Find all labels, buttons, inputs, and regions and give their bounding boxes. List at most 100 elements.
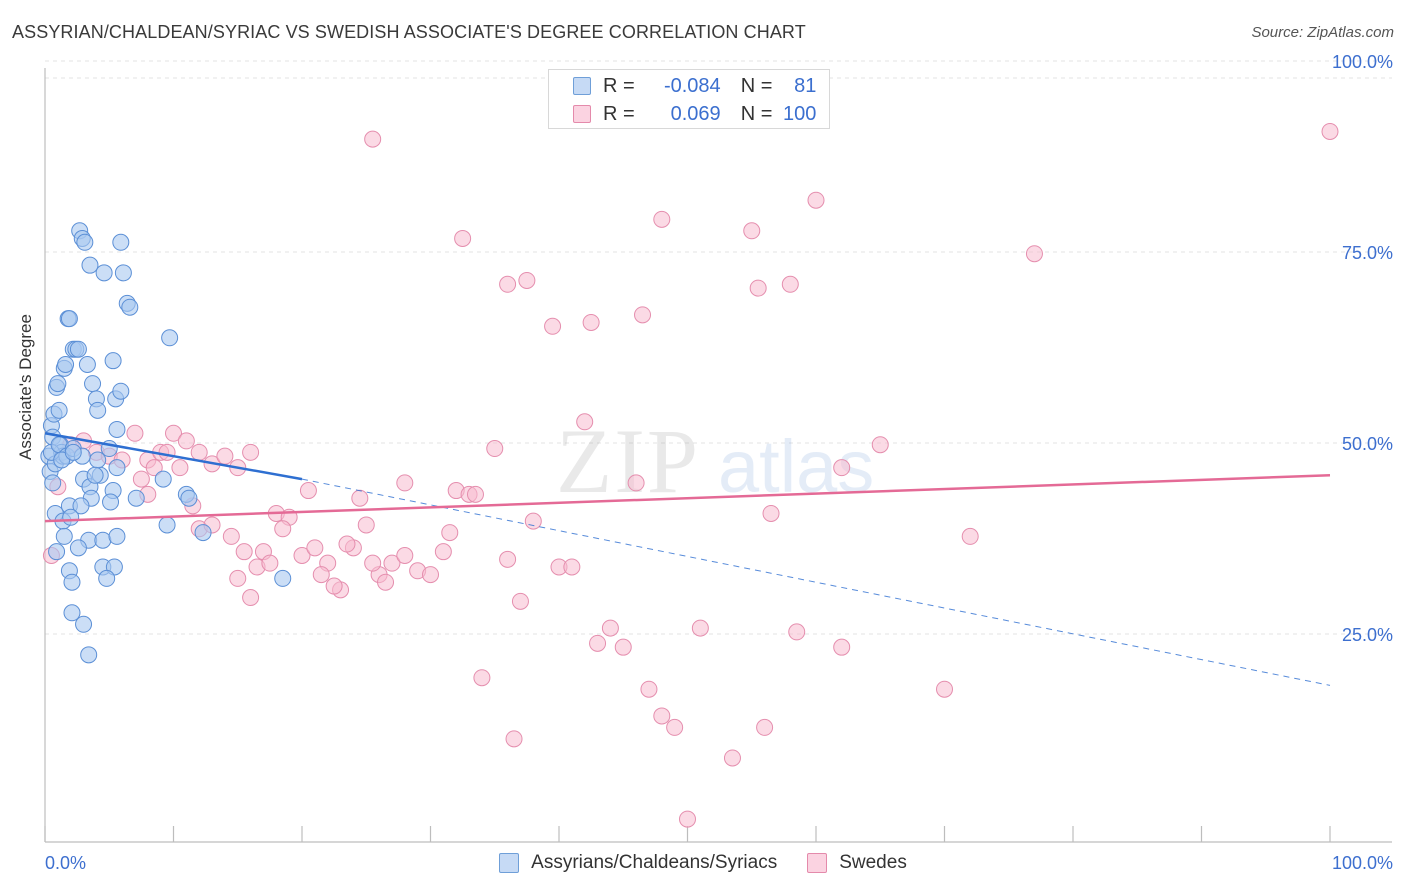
assyrian-point [62,508,80,526]
swedes-point [563,558,581,576]
legend-item-assyrian: Assyrians/Chaldeans/Syriacs [499,852,777,874]
assyrian-point [114,264,132,282]
legend-r-label: R = [603,74,635,97]
y-tick-label: 25.0% [1342,625,1393,645]
assyrian-point [108,420,126,438]
swedes-point [833,459,851,477]
swedes-point [422,566,439,584]
swedes-trend-line [44,474,1331,523]
legend-n-label: N = [740,74,773,97]
swedes-point [723,749,741,767]
assyrian-point [108,459,126,477]
y-tick-label: 75.0% [1342,243,1393,263]
legend-swatch-pink [807,853,828,873]
swedes-point [299,482,317,500]
swedes-points [42,122,1339,828]
swedes-point [171,459,189,477]
assyrian-point [104,352,122,370]
assyrian-point [180,489,198,507]
assyrian-point [112,233,130,251]
assyrian-point [95,264,113,282]
swedes-point [634,306,652,324]
swedes-point [601,619,619,637]
swedes-point [756,718,774,736]
swedes-point [833,638,851,656]
assyrian-trend-line [44,432,303,481]
swedes-point [1025,245,1043,263]
assyrian-point [84,375,102,393]
swedes-point [274,520,292,538]
swedes-point [466,485,484,503]
swedes-point [781,275,799,293]
assyrian-point [69,340,87,358]
swedes-point [242,589,260,607]
swedes-point [357,516,375,534]
legend-r-label: R = [603,102,635,125]
swedes-point [126,424,144,442]
swedes-point [351,489,369,507]
assyrian-point [72,497,90,515]
swedes-point [499,550,517,568]
y-tick-label: 50.0% [1342,434,1393,454]
legend-n-value: 81 [794,74,817,97]
assyrian-point [63,604,81,622]
assyrian-point [69,539,87,557]
assyrian-point [55,527,73,545]
swedes-point [1321,122,1339,140]
assyrian-point [89,401,107,419]
stats-legend: R = -0.084 N = 81 R = 0.069 N = 100 [548,69,830,129]
swedes-point [222,527,240,545]
assyrian-point [48,543,66,561]
legend-r-value: -0.084 [663,74,721,97]
swedes-point [306,539,324,557]
series-legend: Assyrians/Chaldeans/Syriacs Swedes [0,852,1406,874]
swedes-point [132,470,150,488]
swedes-point [158,443,176,461]
swedes-point [871,436,889,454]
swedes-point [640,680,658,698]
swedes-point [511,592,529,610]
y-axis-label: Associate's Degree [16,314,35,460]
assyrian-point [274,569,292,587]
assyrian-point [49,375,67,393]
swedes-point [679,810,696,828]
swedes-point [229,569,247,587]
swedes-point [807,191,825,209]
assyrian-point [127,489,145,507]
swedes-point [653,210,671,228]
swedes-point [499,275,517,293]
legend-label-swedes: Swedes [839,852,907,873]
swedes-point [505,730,523,748]
x-tick-label: 0.0% [45,853,86,873]
swedes-point [788,623,806,641]
assyrian-point [80,646,98,664]
swedes-point [383,554,401,572]
tick-labels: 100.0% 75.0% 50.0% 25.0% 0.0% 100.0% [45,52,1393,873]
swedes-point [364,554,382,572]
assyrian-point [102,493,120,511]
assyrian-point [44,474,62,492]
swedes-point [582,313,600,331]
swedes-point [743,222,761,240]
legend-label-assyrian: Assyrians/Chaldeans/Syriacs [531,852,778,873]
assyrian-point [78,356,96,373]
assyrian-trend-extension [301,478,1331,686]
swedes-point [145,459,163,477]
swedes-point [441,524,459,542]
assyrian-points [40,222,292,664]
swedes-point [473,669,491,687]
y-tick-label: 100.0% [1332,52,1393,72]
swedes-point [325,577,343,595]
swedes-point [177,432,195,450]
assyrian-point [57,356,75,373]
swedes-point [576,413,594,431]
assyrian-point [75,615,93,633]
swedes-point [190,443,208,461]
x-tick-label: 100.0% [1332,853,1393,873]
assyrian-point [94,531,112,549]
swedes-point [165,424,182,442]
swedes-point [486,440,504,458]
swedes-point [235,543,253,561]
legend-row-swedes: R = 0.069 N = 100 [549,101,816,127]
